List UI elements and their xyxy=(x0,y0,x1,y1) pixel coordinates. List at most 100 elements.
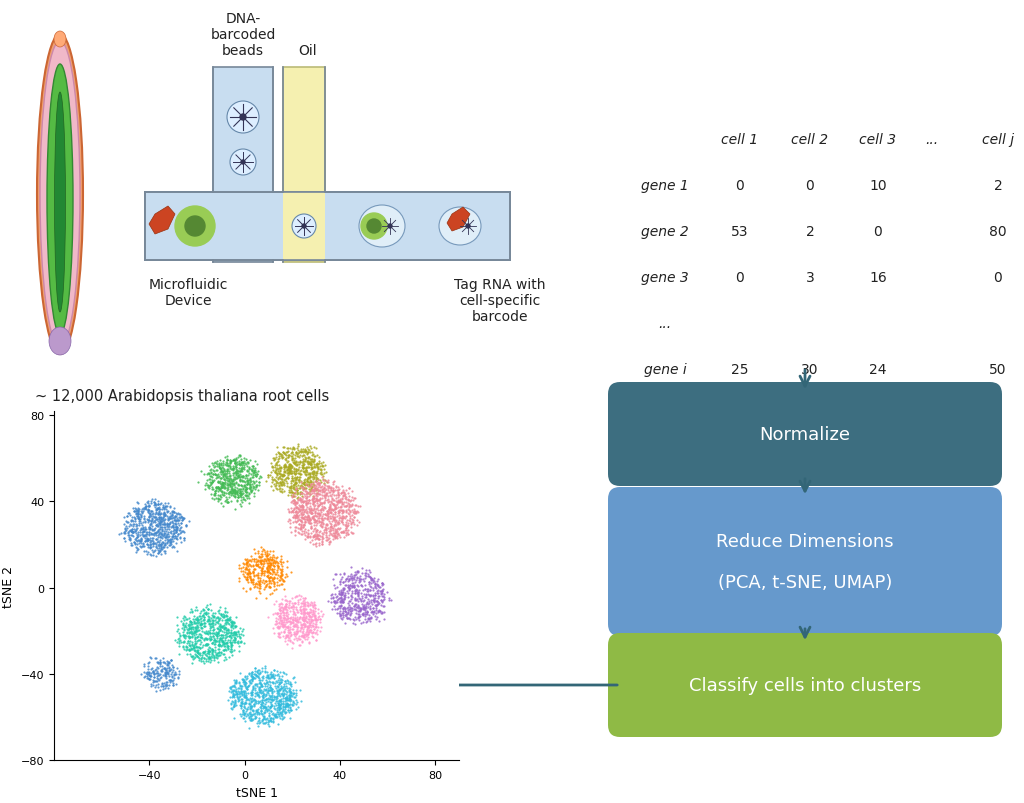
Point xyxy=(281,481,297,494)
Point xyxy=(286,628,302,641)
Point xyxy=(275,467,292,480)
Point xyxy=(309,607,326,620)
Point xyxy=(279,607,295,620)
Point xyxy=(258,565,274,578)
Point xyxy=(245,573,261,586)
Point xyxy=(361,614,378,627)
Point xyxy=(302,476,318,489)
Point xyxy=(161,679,177,691)
Point xyxy=(297,516,313,528)
Point xyxy=(249,574,265,587)
Point xyxy=(210,629,226,642)
Point xyxy=(228,482,245,495)
Point xyxy=(334,593,350,606)
Point xyxy=(216,471,232,483)
Point xyxy=(153,521,169,534)
Point xyxy=(289,627,305,640)
Point xyxy=(148,665,165,678)
Point xyxy=(357,601,374,614)
Point xyxy=(236,487,252,500)
Point xyxy=(314,521,331,534)
Point xyxy=(281,467,297,479)
Point xyxy=(212,623,228,636)
Point xyxy=(206,636,222,649)
Point xyxy=(297,592,313,605)
Point xyxy=(194,618,210,630)
Point xyxy=(210,481,226,494)
Point xyxy=(240,687,256,699)
Point xyxy=(225,479,242,491)
Point xyxy=(266,478,283,491)
Point xyxy=(227,461,244,474)
Point xyxy=(157,662,173,675)
Point xyxy=(288,615,304,628)
Point xyxy=(315,474,332,487)
Point xyxy=(232,699,249,712)
Point xyxy=(262,704,279,717)
Point xyxy=(112,528,128,540)
Point xyxy=(265,473,282,486)
Point xyxy=(285,504,301,517)
Point xyxy=(162,507,178,520)
Point xyxy=(335,504,351,517)
Point xyxy=(222,454,239,467)
Point xyxy=(287,487,303,500)
Point xyxy=(163,512,179,525)
Point xyxy=(157,509,173,522)
Point xyxy=(129,512,145,525)
Point xyxy=(208,481,224,494)
Point xyxy=(256,712,272,725)
Point xyxy=(209,482,225,495)
Point xyxy=(287,490,303,503)
Point xyxy=(202,642,218,654)
Point xyxy=(304,511,321,524)
Point xyxy=(247,711,263,724)
Point xyxy=(171,626,187,639)
Point xyxy=(294,618,310,631)
Point xyxy=(231,473,248,486)
Point xyxy=(248,592,264,605)
Point xyxy=(251,664,267,677)
Point xyxy=(322,482,338,495)
Point xyxy=(227,685,244,698)
Point xyxy=(233,697,250,710)
Point xyxy=(245,469,261,482)
Point xyxy=(202,622,218,635)
Point xyxy=(279,694,295,707)
Point xyxy=(225,684,242,697)
Point xyxy=(288,620,304,633)
Point xyxy=(330,494,346,507)
Point xyxy=(184,639,201,652)
Point xyxy=(264,557,281,570)
Point xyxy=(181,643,198,656)
Point xyxy=(221,473,238,486)
Point xyxy=(254,690,270,703)
Point xyxy=(271,607,288,620)
Point xyxy=(300,511,316,524)
Point xyxy=(253,565,269,577)
Point xyxy=(143,513,160,526)
Point xyxy=(297,633,313,646)
Point xyxy=(218,614,234,627)
Point xyxy=(289,611,305,624)
Point xyxy=(196,604,212,617)
Point xyxy=(246,672,262,685)
Point xyxy=(201,613,217,626)
Point xyxy=(268,702,285,715)
Point xyxy=(282,459,298,471)
Point xyxy=(298,498,314,511)
Point xyxy=(117,535,133,548)
Point xyxy=(155,541,171,554)
Point xyxy=(256,711,272,724)
Point xyxy=(262,581,279,593)
Point xyxy=(341,494,357,507)
Point xyxy=(136,515,153,528)
Point xyxy=(305,607,322,620)
Point xyxy=(229,478,246,491)
Point xyxy=(319,509,336,522)
Point xyxy=(294,481,310,494)
Point xyxy=(153,671,169,683)
Point xyxy=(140,507,157,520)
Point xyxy=(144,538,161,551)
Point xyxy=(341,573,357,585)
